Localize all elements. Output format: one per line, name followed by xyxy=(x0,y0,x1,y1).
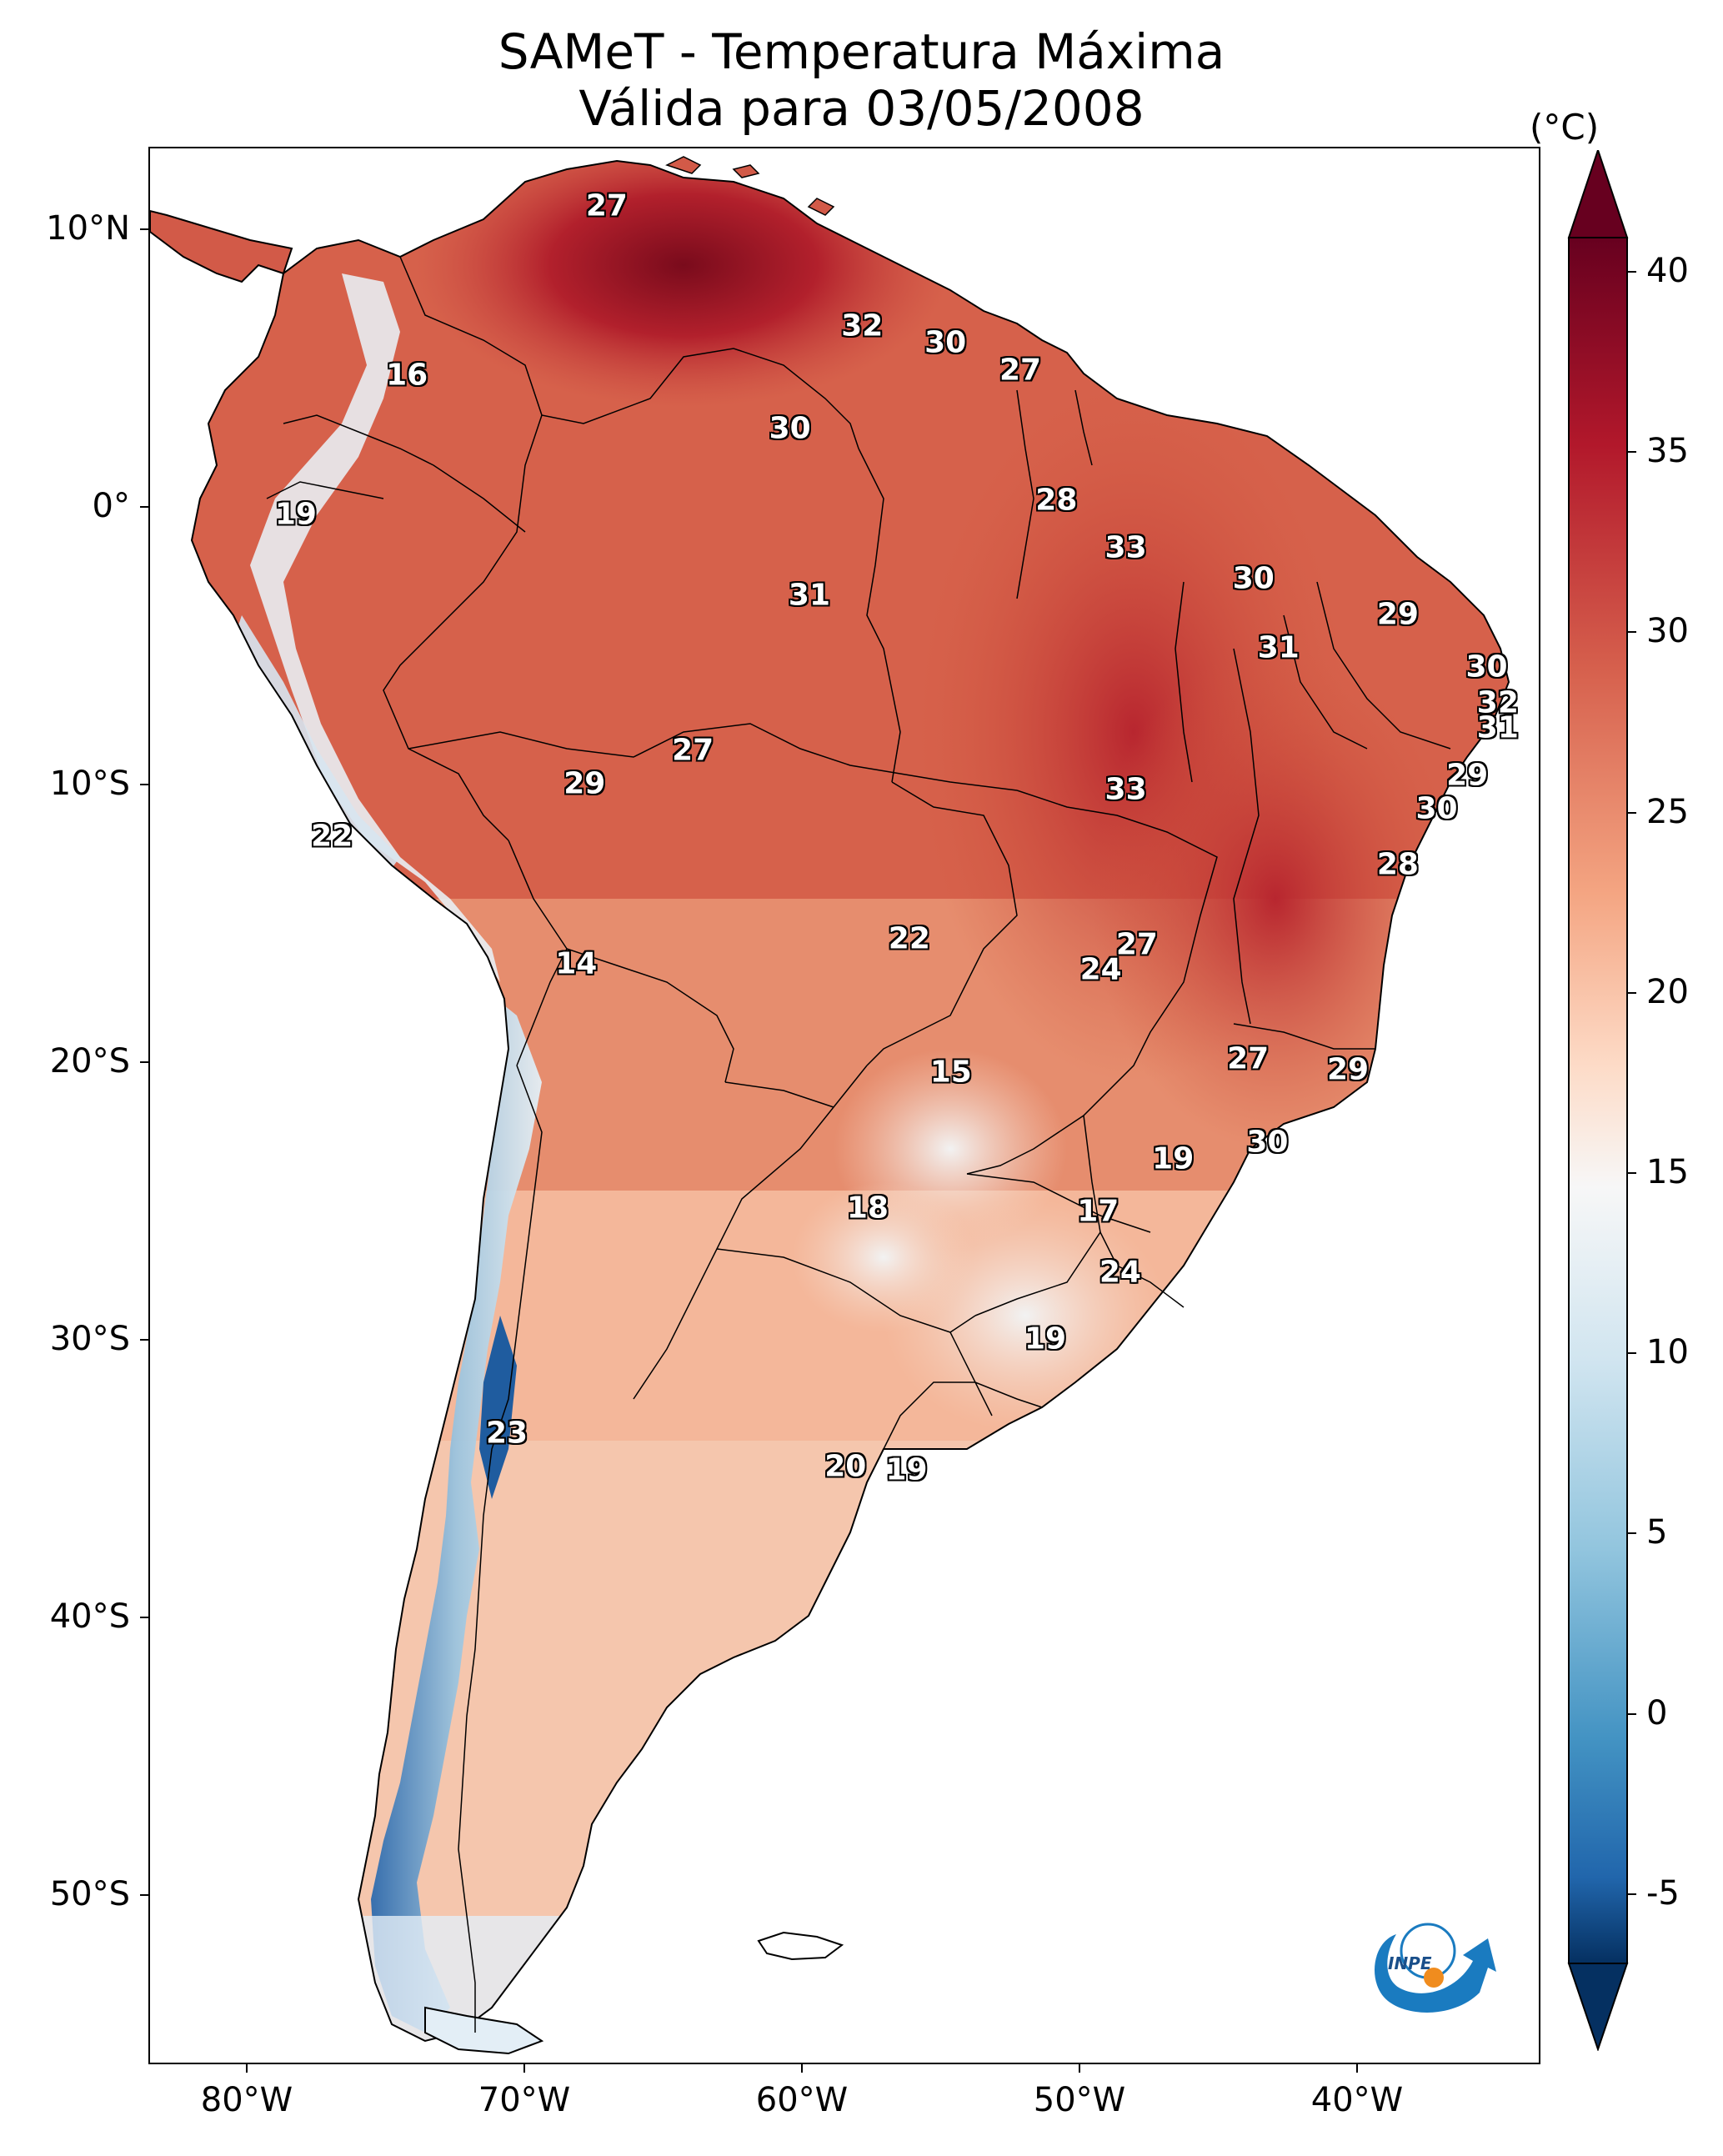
temperature-value-label: 27 xyxy=(999,353,1042,388)
temperature-value-label: 27 xyxy=(585,188,628,223)
temperature-value-label: 29 xyxy=(1446,758,1489,793)
lat-tick xyxy=(140,1339,148,1341)
colorbar-tick-label: 30 xyxy=(1646,612,1689,651)
colorbar-tick xyxy=(1628,1352,1636,1355)
temperature-value-label: 18 xyxy=(846,1191,889,1226)
lat-tick xyxy=(140,1617,148,1618)
temperature-value-label: 19 xyxy=(885,1452,928,1487)
logo-text: INPE xyxy=(1388,1953,1432,1973)
lon-label-80w: 80°W xyxy=(200,2081,293,2119)
temperature-value-label: 17 xyxy=(1077,1194,1119,1229)
lat-tick xyxy=(140,1061,148,1063)
country-borders xyxy=(266,256,1451,2033)
colorbar-body xyxy=(1568,237,1628,1964)
temperature-value-label: 32 xyxy=(1476,685,1519,720)
temperature-value-label: 30 xyxy=(924,325,967,360)
lat-label-0: 0° xyxy=(92,487,130,525)
lat-label-10s: 10°S xyxy=(49,765,130,803)
colorbar-tick-label: 35 xyxy=(1646,432,1689,471)
temperature-value-label: 27 xyxy=(1227,1041,1270,1076)
map-canvas xyxy=(150,148,1539,2063)
colorbar-tick-label: 0 xyxy=(1646,1693,1668,1732)
temperature-value-label: 24 xyxy=(1099,1255,1141,1290)
colorbar-tick xyxy=(1628,631,1636,634)
lat-label-10n: 10°N xyxy=(46,209,130,248)
lat-tick xyxy=(140,506,148,508)
lat-tick xyxy=(140,784,148,785)
temperature-value-label: 30 xyxy=(1415,791,1458,826)
map-title: SAMeT - Temperatura Máxima xyxy=(498,23,1225,80)
map-area xyxy=(148,147,1540,2064)
temperature-value-label: 30 xyxy=(1246,1125,1289,1160)
lon-tick xyxy=(1356,2064,1358,2073)
lat-label-50s: 50°S xyxy=(49,1875,130,1913)
temperature-value-label: 27 xyxy=(1115,927,1158,962)
colorbar-tick xyxy=(1628,1532,1636,1535)
colorbar-tick-label: 15 xyxy=(1646,1153,1689,1191)
temperature-value-label: 16 xyxy=(386,358,428,393)
colorbar-extend-bottom xyxy=(1567,1963,1629,2051)
falkland-islands xyxy=(757,1931,844,1961)
colorbar-tick-label: 25 xyxy=(1646,792,1689,831)
temperature-value-label: 30 xyxy=(1232,561,1275,596)
temperature-value-label: 19 xyxy=(274,497,317,532)
temperature-value-label: 19 xyxy=(1152,1141,1195,1176)
temperature-value-label: 31 xyxy=(1476,710,1519,745)
temperature-value-label: 28 xyxy=(1376,847,1419,882)
temperature-value-label: 14 xyxy=(555,946,598,981)
colorbar-tick xyxy=(1628,811,1636,814)
temperature-value-label: 33 xyxy=(1104,772,1147,807)
lon-tick xyxy=(1079,2064,1080,2073)
inpe-logo: INPE xyxy=(1374,1923,1496,2013)
temperature-value-label: 28 xyxy=(1035,483,1078,518)
temperature-value-label: 33 xyxy=(1104,530,1147,565)
temperature-value-label: 24 xyxy=(1079,952,1122,987)
temperature-value-label: 22 xyxy=(311,819,353,854)
temperature-value-label: 29 xyxy=(563,766,606,801)
colorbar-tick-label: -5 xyxy=(1646,1873,1680,1913)
temperature-value-label: 30 xyxy=(769,411,811,446)
colorbar-tick xyxy=(1628,1172,1636,1174)
lon-label-40w: 40°W xyxy=(1310,2081,1404,2119)
temperature-value-label: 31 xyxy=(1257,630,1300,665)
lon-tick xyxy=(246,2064,248,2073)
temperature-value-label: 27 xyxy=(672,733,714,768)
lon-tick xyxy=(523,2064,525,2073)
colorbar-tick xyxy=(1628,451,1636,454)
colorbar-unit: (°C) xyxy=(1530,107,1600,148)
lon-tick xyxy=(801,2064,803,2073)
lat-label-40s: 40°S xyxy=(49,1597,130,1636)
colorbar-tick-label: 5 xyxy=(1646,1513,1668,1552)
colorbar-extend-top xyxy=(1567,150,1629,238)
lat-tick xyxy=(140,1894,148,1896)
coastline xyxy=(190,159,1510,2043)
lon-label-60w: 60°W xyxy=(755,2081,849,2119)
temperature-value-label: 31 xyxy=(788,578,831,613)
lon-label-50w: 50°W xyxy=(1033,2081,1126,2119)
temperature-value-label: 22 xyxy=(888,921,930,956)
lat-tick xyxy=(140,228,148,230)
temperature-value-label: 29 xyxy=(1326,1052,1370,1087)
caribbean-islands xyxy=(665,156,835,216)
map-subtitle-date: Válida para 03/05/2008 xyxy=(579,80,1144,137)
central-america xyxy=(150,209,293,283)
colorbar-tick xyxy=(1628,1893,1636,1895)
temperature-value-label: 19 xyxy=(1024,1321,1067,1356)
lon-label-70w: 70°W xyxy=(478,2081,571,2119)
temperature-value-label: 15 xyxy=(929,1055,972,1090)
colorbar-tick-label: 10 xyxy=(1646,1333,1689,1372)
temperature-value-label: 23 xyxy=(485,1416,528,1451)
colorbar-tick-label: 40 xyxy=(1646,252,1689,290)
lat-label-30s: 30°S xyxy=(49,1320,130,1358)
temperature-value-label: 20 xyxy=(824,1449,867,1484)
temperature-value-label: 30 xyxy=(1465,649,1508,684)
colorbar-tick xyxy=(1628,271,1636,273)
colorbar-tick xyxy=(1628,1712,1636,1715)
colorbar-tick xyxy=(1628,991,1636,994)
temperature-value-label: 29 xyxy=(1376,597,1419,632)
lat-label-20s: 20°S xyxy=(49,1042,130,1081)
colorbar xyxy=(1567,150,1629,2051)
temperature-value-label: 32 xyxy=(841,308,884,343)
colorbar-tick-label: 20 xyxy=(1646,972,1689,1011)
